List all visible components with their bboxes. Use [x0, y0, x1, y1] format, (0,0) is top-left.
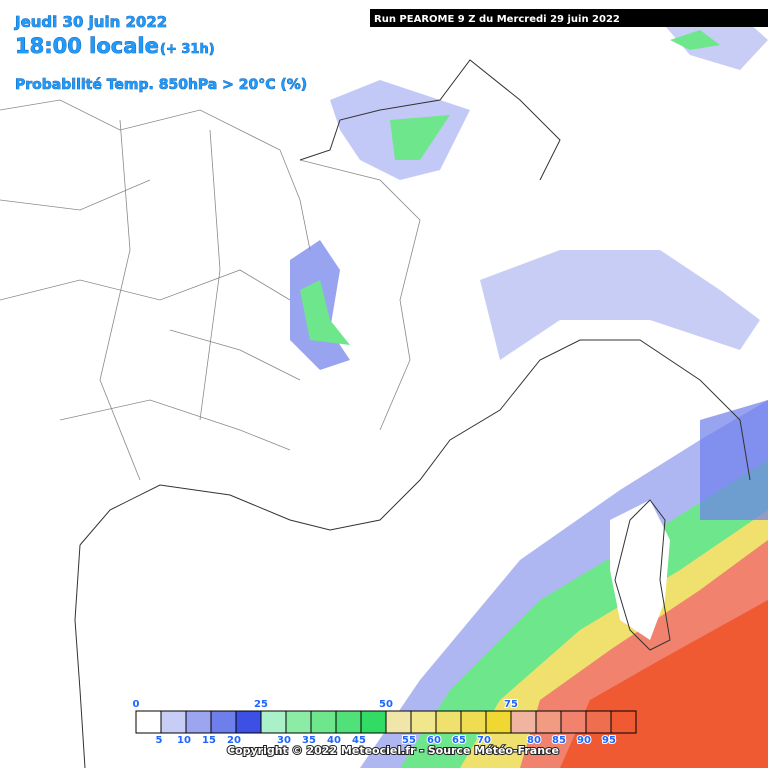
legend-swatch	[410, 710, 437, 734]
legend-label: 95	[602, 735, 616, 746]
legend-swatch	[610, 710, 637, 734]
legend-swatch	[210, 710, 237, 734]
forecast-offset: (+ 31h)	[160, 42, 215, 57]
legend-swatch	[435, 710, 462, 734]
parameter-title: Probabilité Temp. 850hPa > 20°C (%)	[15, 77, 307, 93]
copyright: Copyright © 2022 Meteociel.fr - Source M…	[227, 744, 559, 757]
legend-swatch	[235, 710, 262, 734]
legend-label: 60	[427, 735, 441, 746]
legend-label: 25	[254, 699, 268, 710]
legend-swatch	[510, 710, 537, 734]
legend-swatch	[185, 710, 212, 734]
probability-fields	[290, 15, 768, 768]
legend-swatch	[285, 710, 312, 734]
map-outlines	[0, 59, 751, 768]
legend-swatch	[260, 710, 287, 734]
legend-label: 75	[504, 699, 518, 710]
legend-swatch	[585, 710, 612, 734]
legend-swatch	[135, 710, 162, 734]
legend-label: 30	[277, 735, 291, 746]
legend-label: 5	[156, 735, 163, 746]
legend-label: 15	[202, 735, 216, 746]
legend-label: 45	[352, 735, 366, 746]
legend-label: 10	[177, 735, 191, 746]
legend-label: 0	[133, 699, 140, 710]
legend-swatch	[360, 710, 387, 734]
legend-label: 70	[477, 735, 491, 746]
legend-swatch	[160, 710, 187, 734]
legend-swatch	[385, 710, 412, 734]
legend-swatch	[460, 710, 487, 734]
legend-swatch	[310, 710, 337, 734]
legend-label: 35	[302, 735, 316, 746]
legend-label: 90	[577, 735, 591, 746]
legend-swatch	[485, 710, 512, 734]
forecast-date: Jeudi 30 juin 2022	[14, 13, 167, 31]
legend-label: 40	[327, 735, 341, 746]
legend-label: 85	[552, 735, 566, 746]
legend-swatch	[335, 710, 362, 734]
legend-label: 55	[402, 735, 416, 746]
legend-swatch	[560, 710, 587, 734]
legend-swatch	[535, 710, 562, 734]
run-bar	[370, 9, 768, 27]
legend-label: 50	[379, 699, 393, 710]
legend-label: 80	[527, 735, 541, 746]
color-legend: 0 25 50 75 5 10 15 20 30 35 40 45 55 60 65 70 80 85 90 95	[132, 698, 637, 747]
run-info: Run PEAROME 9 Z du Mercredi 29 juin 2022	[374, 14, 620, 25]
forecast-time: 18:00 locale	[15, 34, 159, 58]
legend-label: 65	[452, 735, 466, 746]
legend-label: 20	[227, 735, 241, 746]
